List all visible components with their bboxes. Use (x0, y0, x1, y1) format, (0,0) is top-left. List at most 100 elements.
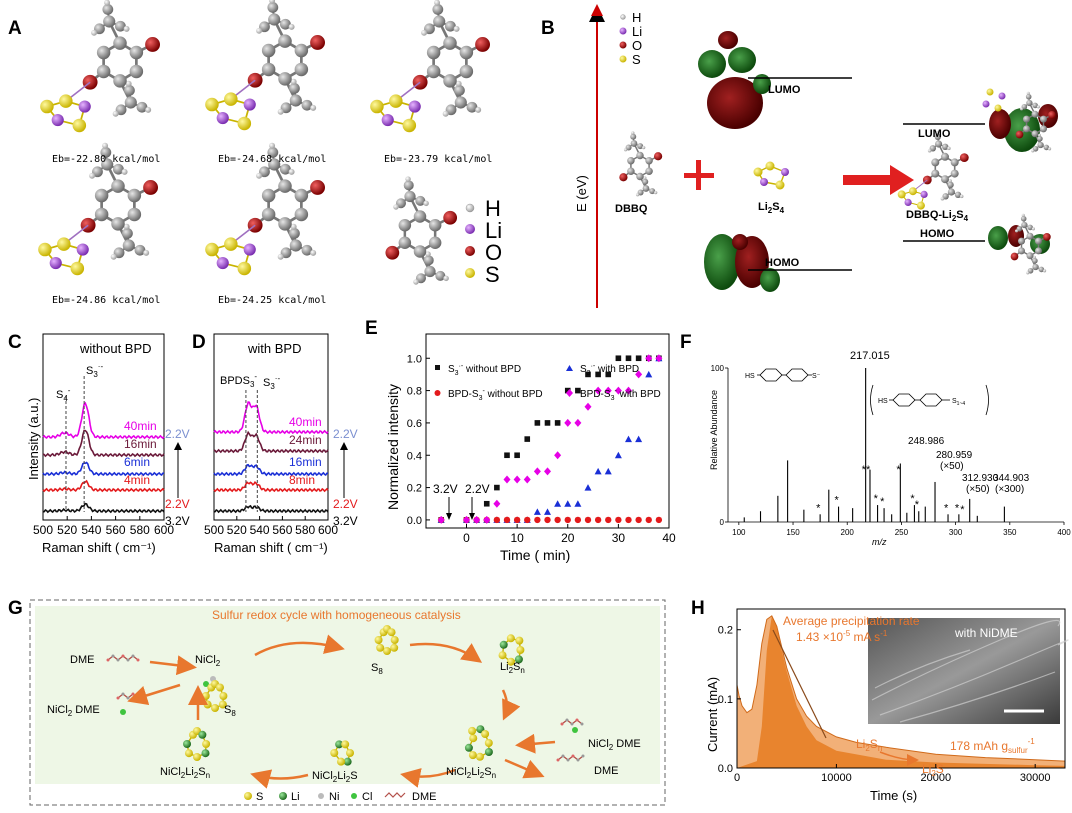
d-tick-label-600: 600 (318, 523, 338, 537)
oxygen-atom (310, 180, 325, 195)
g-s8-ring-b-atom (391, 636, 399, 644)
hydrogen-atom (1020, 107, 1023, 110)
c-time-6: 6min (124, 455, 150, 469)
oxygen-atom (1043, 233, 1051, 241)
e-point-s0-9 (555, 420, 561, 426)
hydrogen-atom (278, 109, 284, 115)
h-capacity-label: 178 mAh gsulfur-1 (950, 737, 1035, 755)
sulfur-atom (205, 98, 219, 112)
lithium-atom (244, 98, 256, 110)
d-tick-label-580: 580 (295, 523, 315, 537)
hydrogen-atom (111, 254, 117, 260)
g-dme-molecule-left-atom (132, 655, 135, 658)
e-point-s3-12 (574, 419, 581, 427)
g-dme-molecule-right-atom (557, 759, 560, 762)
carbon-atom (113, 74, 127, 88)
energy-axis-label: E (eV) (574, 175, 589, 212)
carbon-atom (122, 228, 133, 239)
carbon-atom (631, 140, 638, 147)
carbon-atom (645, 168, 653, 176)
homo-label-right: HOMO (920, 228, 955, 240)
legend-s3-with: S3·- with BPD (580, 363, 639, 377)
carbon-atom (1027, 233, 1034, 240)
e-point-s3-8 (534, 467, 541, 475)
panel-b-molecules (619, 31, 1058, 292)
hydrogen-atom (960, 195, 964, 199)
biphenyl-structure-1: HS S⁻ (745, 369, 821, 381)
carbon-atom (935, 140, 942, 147)
d-voltage-mid: 2.2V (333, 497, 358, 511)
legend-marker-s3-without (435, 365, 440, 370)
lithium-atom (244, 243, 256, 255)
carbon-atom (951, 158, 959, 166)
e-point-s0-3 (494, 485, 500, 491)
carbon-atom (113, 36, 127, 50)
sulfur-atom (73, 119, 87, 133)
g-nicl2dme-molecule-left-atom (117, 697, 120, 700)
lumo-label-left: LUMO (768, 84, 801, 96)
g-nicl2li2sn-left-cluster-atom (183, 740, 191, 748)
hydrogen-atom (947, 147, 951, 151)
oxygen-atom (654, 152, 662, 160)
e-arrowhead-3-2v (446, 513, 452, 520)
lithium-atom (999, 93, 1006, 100)
c-voltage-top: 2.2V (165, 427, 190, 441)
g-nicl2li2sn-left-label: NiCl2Li2Sn (160, 766, 210, 780)
carbon-atom (1026, 94, 1032, 100)
hydrogen-atom (421, 30, 427, 36)
carbon-atom (643, 185, 650, 192)
g-legend-cl-label: Cl (362, 791, 372, 803)
carbon-atom (95, 208, 109, 222)
carbon-atom (1032, 130, 1039, 137)
carbon-atom (278, 72, 292, 86)
c-tick-label-520: 520 (57, 523, 77, 537)
oxygen-atom (145, 37, 160, 52)
e-point-s3-4 (493, 500, 500, 508)
oxygen-atom (475, 37, 490, 52)
carbon-atom (931, 170, 939, 178)
carbon-atom (636, 173, 644, 181)
g-nicl2dme-left-label: NiCl2 DME (47, 704, 100, 718)
e-point-s1-16 (615, 452, 622, 459)
e-point-s3-9 (544, 467, 551, 475)
f-xtick-label-250: 250 (895, 528, 909, 537)
g-nicl2dme-molecule-left-atom (132, 693, 135, 696)
panel-g-title: Sulfur redox cycle with homogeneous cata… (212, 608, 461, 622)
sulfur-atom (205, 243, 219, 256)
carbon-atom (267, 2, 278, 13)
hydrogen-atom (145, 107, 151, 113)
e-point-s2-10 (554, 517, 560, 523)
hydrogen-atom (1032, 227, 1035, 230)
hydrogen-atom (624, 148, 627, 151)
carbon-atom (1032, 258, 1038, 264)
h-xtick-label-10000: 10000 (821, 772, 852, 784)
carbon-atom (1018, 238, 1025, 245)
lithium-atom (79, 100, 91, 112)
sulfur-atom (389, 94, 403, 108)
e-point-s1-14 (595, 468, 602, 475)
lithium-atom (921, 191, 928, 198)
hydrogen-atom (636, 193, 639, 196)
g-nicl2li2sn-right-cluster-atom (481, 730, 489, 738)
g-dme-molecule-right-atom (562, 755, 565, 758)
panel-h-ylabel: Current (mA) (705, 677, 720, 752)
carbon-atom (1018, 247, 1025, 254)
carbon-atom (295, 63, 309, 77)
hydrogen-atom (289, 24, 295, 30)
carbon-atom (1040, 116, 1047, 123)
reaction-arrow (843, 165, 914, 195)
homo-orbital-right (988, 214, 1051, 275)
dbbq-label: DBBQ (615, 203, 648, 215)
orbital-lobe (760, 268, 780, 292)
sulfur-atom (224, 92, 238, 106)
c-tick-label-600: 600 (154, 523, 174, 537)
e-point-s3-7 (524, 476, 531, 484)
f-star-5: * (880, 496, 885, 508)
g-nicl2li2sn-right-cluster-atom (476, 753, 484, 761)
c-trace-4 (43, 504, 164, 512)
e-point-s0-2 (484, 501, 490, 507)
panel-a-legend: H Li O S (465, 196, 502, 287)
legend-o-atom (465, 246, 475, 256)
g-legend-ni-atom (318, 793, 324, 799)
